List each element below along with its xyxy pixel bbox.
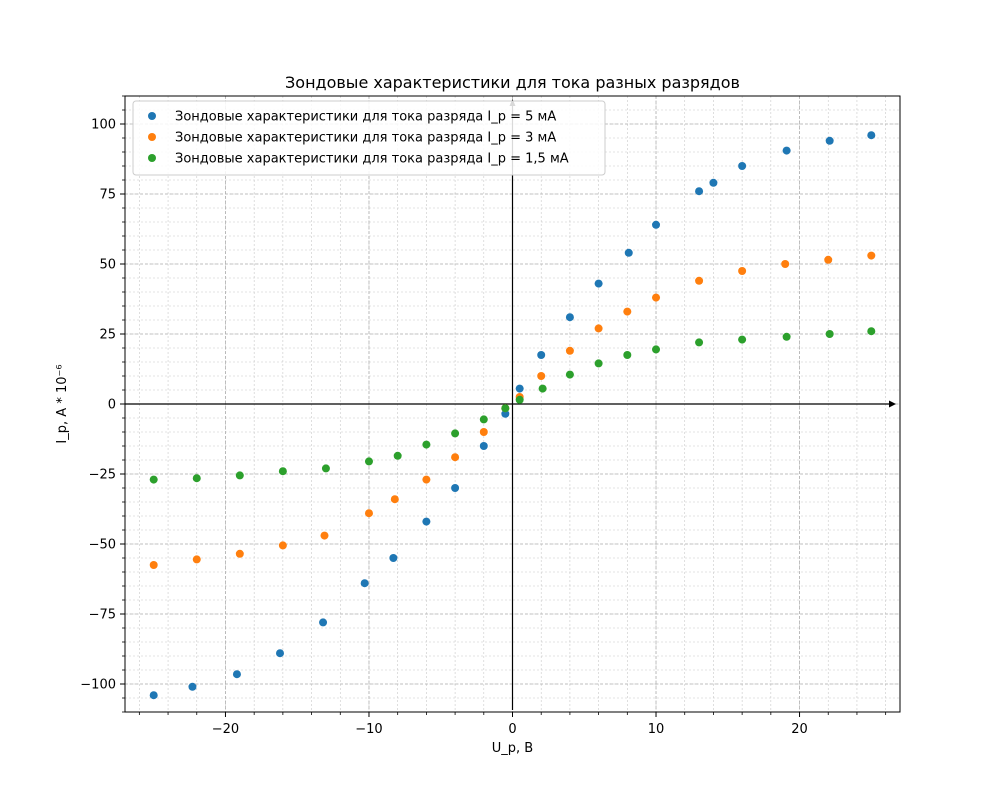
data-point-series-3 <box>422 440 431 449</box>
data-point-series-3 <box>594 359 603 368</box>
data-point-series-1 <box>501 409 510 418</box>
data-point-series-3 <box>192 474 201 483</box>
data-point-series-1 <box>738 162 747 170</box>
data-points <box>149 131 876 700</box>
data-point-series-2 <box>422 475 431 484</box>
legend-marker <box>148 133 156 141</box>
y-tick-label: −100 <box>80 678 116 693</box>
legend: Зондовые характеристики для тока разряда… <box>132 100 606 176</box>
data-point-series-1 <box>232 670 241 679</box>
y-tick-label: 100 <box>91 118 116 133</box>
data-point-series-2 <box>320 531 329 540</box>
y-tick-label: 75 <box>99 188 116 203</box>
data-point-series-2 <box>149 561 158 569</box>
data-point-series-1 <box>515 384 524 393</box>
data-point-series-3 <box>393 451 402 460</box>
data-point-series-2 <box>824 255 833 264</box>
data-point-series-2 <box>479 428 488 436</box>
data-point-series-3 <box>565 370 574 379</box>
data-point-series-2 <box>781 260 790 268</box>
data-point-series-1 <box>422 517 431 526</box>
y-tick-label: −25 <box>89 468 116 483</box>
data-point-series-3 <box>278 467 287 476</box>
data-point-series-1 <box>867 131 876 140</box>
data-point-series-1 <box>695 187 704 196</box>
data-point-series-2 <box>451 453 460 462</box>
data-point-series-1 <box>319 618 328 627</box>
x-tick-label: 0 <box>508 722 516 737</box>
data-point-series-2 <box>695 276 704 285</box>
data-point-series-2 <box>565 346 574 355</box>
data-point-series-2 <box>537 372 546 380</box>
data-point-series-2 <box>364 509 373 518</box>
data-point-series-1 <box>565 313 574 322</box>
data-point-series-1 <box>149 691 158 700</box>
data-point-series-3 <box>451 429 460 438</box>
data-point-series-1 <box>360 579 369 588</box>
data-point-series-2 <box>623 307 632 316</box>
data-point-series-1 <box>188 682 197 691</box>
y-tick-label: 25 <box>99 328 116 343</box>
data-point-series-3 <box>501 404 510 413</box>
y-tick-label: −50 <box>89 538 116 553</box>
legend-box <box>132 100 606 176</box>
data-point-series-2 <box>652 293 661 302</box>
data-point-series-3 <box>738 335 747 344</box>
data-point-series-2 <box>235 549 244 558</box>
data-point-series-3 <box>235 471 244 480</box>
data-point-series-1 <box>451 484 460 492</box>
data-point-series-3 <box>479 415 488 424</box>
legend-entry: Зондовые характеристики для тока разряда… <box>175 131 556 146</box>
data-point-series-3 <box>825 330 834 338</box>
legend-marker <box>148 112 156 120</box>
data-point-series-3 <box>538 384 547 393</box>
data-point-series-3 <box>515 395 524 404</box>
data-point-series-1 <box>782 146 791 155</box>
data-point-series-1 <box>479 442 488 450</box>
data-point-series-3 <box>364 457 373 466</box>
x-tick-label: −10 <box>355 722 382 737</box>
y-axis-label: I_p, A * 10⁻⁶ <box>55 364 70 443</box>
legend-entry: Зондовые характеристики для тока разряда… <box>175 110 556 125</box>
legend-marker <box>148 154 156 162</box>
data-point-series-1 <box>594 279 603 288</box>
x-tick-label: 20 <box>791 722 808 737</box>
data-point-series-2 <box>867 251 876 260</box>
data-point-series-1 <box>276 649 284 658</box>
chart-title: Зондовые характеристики для тока разных … <box>285 73 740 92</box>
x-tick-label: −20 <box>212 722 239 737</box>
y-tick-label: 0 <box>108 398 116 413</box>
x-arrow-head <box>889 400 896 408</box>
data-point-series-3 <box>652 345 661 354</box>
legend-entry: Зондовые характеристики для тока разряда… <box>175 152 569 167</box>
data-point-series-2 <box>390 495 399 504</box>
data-point-series-2 <box>192 555 201 564</box>
data-point-series-1 <box>652 220 661 229</box>
data-point-series-2 <box>594 324 603 333</box>
y-tick-label: −75 <box>89 608 116 623</box>
data-point-series-1 <box>389 554 398 562</box>
data-point-series-3 <box>321 464 330 473</box>
data-point-series-3 <box>867 327 876 336</box>
data-point-series-1 <box>537 351 546 359</box>
data-point-series-1 <box>624 248 633 257</box>
data-point-series-3 <box>149 475 158 484</box>
data-point-series-3 <box>695 338 704 347</box>
data-point-series-2 <box>278 541 287 550</box>
data-point-series-2 <box>738 267 747 275</box>
x-tick-label: 10 <box>648 722 665 737</box>
data-point-series-1 <box>709 178 718 187</box>
data-point-series-3 <box>782 332 791 341</box>
x-axis-label: U_p, B <box>492 741 533 756</box>
data-point-series-3 <box>623 351 632 359</box>
y-tick-label: 50 <box>99 258 116 273</box>
data-point-series-1 <box>825 136 834 145</box>
